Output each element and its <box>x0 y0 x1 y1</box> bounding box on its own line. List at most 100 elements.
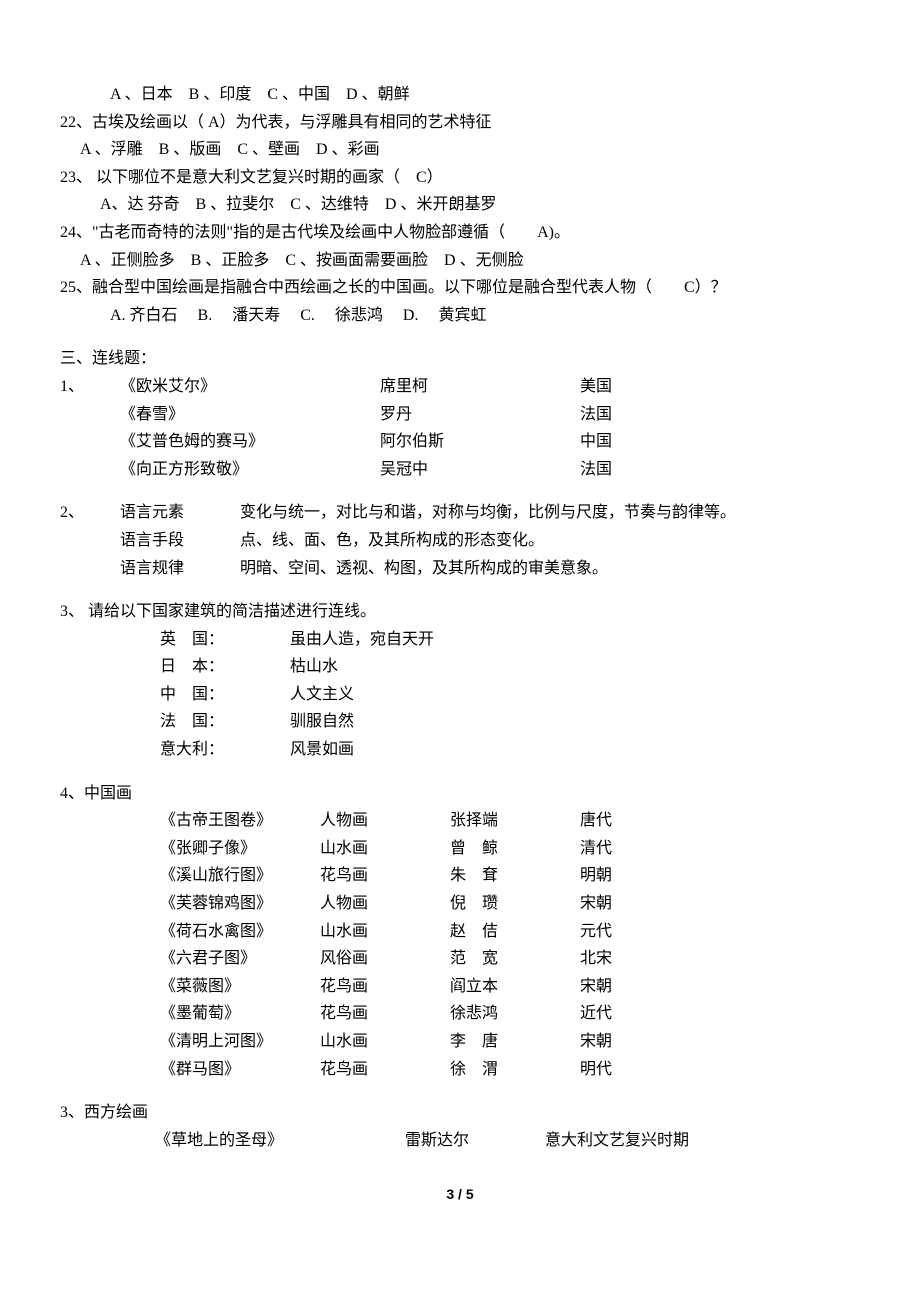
cell: 花鸟画 <box>320 1001 450 1027</box>
cell: 吴冠中 <box>380 457 580 483</box>
cell: 虽由人造，宛自天开 <box>290 627 860 653</box>
cell: 《欧米艾尔》 <box>120 374 380 400</box>
matching-row: 中 国：人文主义 <box>60 682 860 708</box>
matching-row: 法 国：驯服自然 <box>60 709 860 735</box>
cell: 人文主义 <box>290 682 860 708</box>
cell: 《春雪》 <box>120 402 380 428</box>
cell: 《菜薇图》 <box>160 974 320 1000</box>
matching-row: 《溪山旅行图》花鸟画朱 耷明朝 <box>60 863 860 889</box>
cell: 《溪山旅行图》 <box>160 863 320 889</box>
cell: 《群马图》 <box>160 1057 320 1083</box>
cell: 语言规律 <box>120 556 240 582</box>
cell: 中国 <box>580 429 700 455</box>
cell: 中 国： <box>160 682 290 708</box>
cell: 明代 <box>580 1057 680 1083</box>
cell <box>60 863 160 889</box>
cell: 徐 渭 <box>450 1057 580 1083</box>
matching-row: 《古帝王图卷》人物画张择端唐代 <box>60 808 860 834</box>
cell <box>60 836 160 862</box>
q25-options: A. 齐白石 B. 潘天寿 C. 徐悲鸿 D. 黄宾虹 <box>60 303 860 329</box>
matching-row: 《张卿子像》山水画曾 鲸清代 <box>60 836 860 862</box>
q24-options: A 、正侧脸多 B 、正脸多 C 、按画面需要画脸 D 、无侧脸 <box>60 248 860 274</box>
cell: 《张卿子像》 <box>160 836 320 862</box>
cell: 倪 瓒 <box>450 891 580 917</box>
cell: 山水画 <box>320 836 450 862</box>
cell: 2、 <box>60 500 120 526</box>
matching-row: 英 国：虽由人造，宛自天开 <box>60 627 860 653</box>
q22-text: 22、古埃及绘画以（ A）为代表，与浮雕具有相同的艺术特征 <box>60 110 860 136</box>
matching-row: 《清明上河图》山水画李 唐宋朝 <box>60 1029 860 1055</box>
cell: 宋朝 <box>580 1029 680 1055</box>
matching-row: 语言手段点、线、面、色，及其所构成的形态变化。 <box>60 528 860 554</box>
q23-options: A、达 芬奇 B 、拉斐尔 C 、达维特 D 、米开朗基罗 <box>60 192 860 218</box>
q25-text: 25、融合型中国绘画是指融合中西绘画之长的中国画。以下哪位是融合型代表人物（ C… <box>60 275 860 301</box>
cell <box>60 808 160 834</box>
cell: 罗丹 <box>380 402 580 428</box>
cell: 李 唐 <box>450 1029 580 1055</box>
cell: 《艾普色姆的赛马》 <box>120 429 380 455</box>
cell <box>60 556 120 582</box>
q5-head: 3、西方绘画 <box>60 1100 860 1126</box>
cell <box>60 891 160 917</box>
cell: 朱 耷 <box>450 863 580 889</box>
cell <box>60 429 120 455</box>
cell <box>60 1128 155 1154</box>
cell: 唐代 <box>580 808 680 834</box>
cell: 人物画 <box>320 808 450 834</box>
cell: 《向正方形致敬》 <box>120 457 380 483</box>
matching-row: 2、语言元素变化与统一，对比与和谐，对称与均衡，比例与尺度，节奏与韵律等。 <box>60 500 860 526</box>
cell <box>60 402 120 428</box>
matching-row: 《草地上的圣母》雷斯达尔意大利文艺复兴时期 <box>60 1128 860 1154</box>
cell: 语言手段 <box>120 528 240 554</box>
matching-row: 《群马图》花鸟画徐 渭明代 <box>60 1057 860 1083</box>
cell <box>60 682 160 708</box>
cell <box>60 737 160 763</box>
cell: 变化与统一，对比与和谐，对称与均衡，比例与尺度，节奏与韵律等。 <box>240 500 860 526</box>
cell <box>60 654 160 680</box>
cell: 《清明上河图》 <box>160 1029 320 1055</box>
matching-row: 《墨葡萄》花鸟画徐悲鸿近代 <box>60 1001 860 1027</box>
cell: 风俗画 <box>320 946 450 972</box>
cell: 点、线、面、色，及其所构成的形态变化。 <box>240 528 860 554</box>
cell: 语言元素 <box>120 500 240 526</box>
q24-text: 24、"古老而奇特的法则"指的是古代埃及绘画中人物脸部遵循（ A)。 <box>60 220 860 246</box>
matching-row: 语言规律明暗、空间、透视、构图，及其所构成的审美意象。 <box>60 556 860 582</box>
cell: 《古帝王图卷》 <box>160 808 320 834</box>
q23-text: 23、 以下哪位不是意大利文艺复兴时期的画家（ C） <box>60 165 860 191</box>
cell: 意大利文艺复兴时期 <box>545 1128 860 1154</box>
cell: 日 本： <box>160 654 290 680</box>
cell: 山水画 <box>320 1029 450 1055</box>
cell: 明暗、空间、透视、构图，及其所构成的审美意象。 <box>240 556 860 582</box>
cell <box>60 709 160 735</box>
page-number: 3 / 5 <box>60 1183 860 1205</box>
matching-row: 《荷石水禽图》山水画赵 佶元代 <box>60 919 860 945</box>
cell: 元代 <box>580 919 680 945</box>
cell: 意大利： <box>160 737 290 763</box>
matching-row: 日 本：枯山水 <box>60 654 860 680</box>
cell <box>60 1029 160 1055</box>
cell: 法 国： <box>160 709 290 735</box>
cell <box>60 528 120 554</box>
cell: 风景如画 <box>290 737 860 763</box>
cell: 山水画 <box>320 919 450 945</box>
cell: 赵 佶 <box>450 919 580 945</box>
cell: 法国 <box>580 402 700 428</box>
matching-row: 1、《欧米艾尔》席里柯美国 <box>60 374 860 400</box>
q4-head: 4、中国画 <box>60 781 860 807</box>
cell: 阎立本 <box>450 974 580 1000</box>
cell: 曾 鲸 <box>450 836 580 862</box>
q22-options: A 、浮雕 B 、版画 C 、壁画 D 、彩画 <box>60 137 860 163</box>
matching-row: 《艾普色姆的赛马》阿尔伯斯中国 <box>60 429 860 455</box>
cell: 《草地上的圣母》 <box>155 1128 405 1154</box>
cell: 1、 <box>60 374 120 400</box>
cell: 美国 <box>580 374 700 400</box>
cell: 花鸟画 <box>320 1057 450 1083</box>
matching-row: 意大利：风景如画 <box>60 737 860 763</box>
cell: 法国 <box>580 457 700 483</box>
section3-title: 三、连线题： <box>60 346 860 372</box>
cell: 范 宽 <box>450 946 580 972</box>
cell: 花鸟画 <box>320 974 450 1000</box>
cell: 枯山水 <box>290 654 860 680</box>
cell: 驯服自然 <box>290 709 860 735</box>
cell <box>60 1057 160 1083</box>
